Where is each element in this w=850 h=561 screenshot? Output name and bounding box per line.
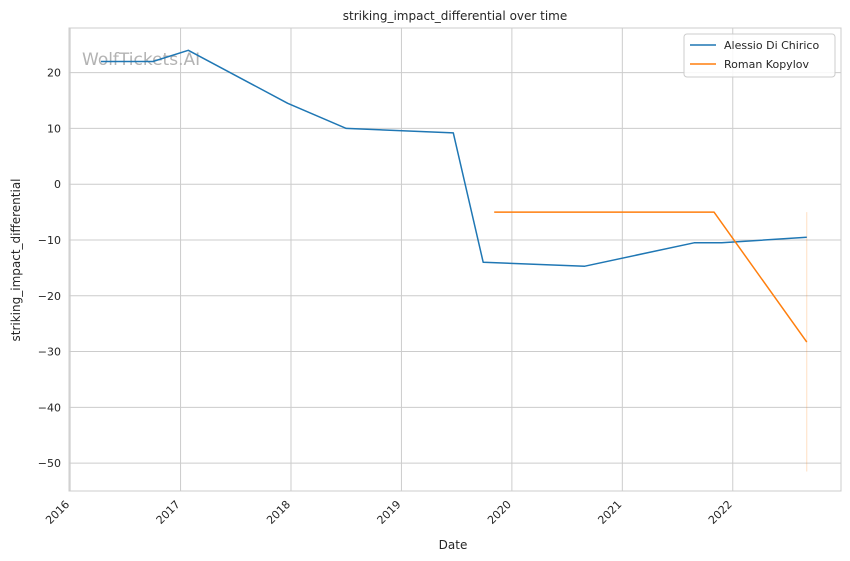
legend-label-2: Roman Kopylov <box>724 58 809 71</box>
x-tick-label: 2016 <box>43 498 72 527</box>
x-tick-label: 2022 <box>706 498 735 527</box>
y-tick-label: −30 <box>38 346 61 359</box>
y-tick-label: 20 <box>47 67 61 80</box>
y-tick-label: −10 <box>38 234 61 247</box>
x-tick-label: 2017 <box>154 498 183 527</box>
plot-background <box>69 28 841 491</box>
y-tick-label: 10 <box>47 122 61 135</box>
plot-frame <box>68 27 842 492</box>
x-axis-title: Date <box>439 538 468 552</box>
y-tick-labels: 20 10 0 −10 −20 −30 −40 −50 <box>38 67 61 470</box>
y-tick-label: 0 <box>54 178 61 191</box>
x-tick-label: 2020 <box>485 498 514 527</box>
watermark: WolfTickets.AI <box>82 50 200 70</box>
x-tick-label: 2018 <box>264 498 293 527</box>
series-lines <box>101 49 808 343</box>
y-tick-label: −50 <box>38 457 61 470</box>
series-line-1 <box>101 49 807 267</box>
legend-label-1: Alessio Di Chirico <box>724 39 819 52</box>
x-tick-label: 2021 <box>595 498 624 527</box>
y-tick-label: −20 <box>38 290 61 303</box>
series-line-2 <box>494 211 808 343</box>
x-tick-labels: 2016 2017 2018 2019 2020 2021 2022 <box>43 498 735 527</box>
x-tick-label: 2019 <box>375 498 404 527</box>
legend: Alessio Di Chirico Roman Kopylov <box>683 33 836 78</box>
grid <box>69 28 841 491</box>
y-axis-title: striking_impact_differential <box>9 178 23 341</box>
y-tick-label: −40 <box>38 401 61 414</box>
legend-box <box>683 33 836 78</box>
watermark-group: WolfTickets.AI <box>82 50 200 70</box>
chart-title: striking_impact_differential over time <box>343 9 568 23</box>
